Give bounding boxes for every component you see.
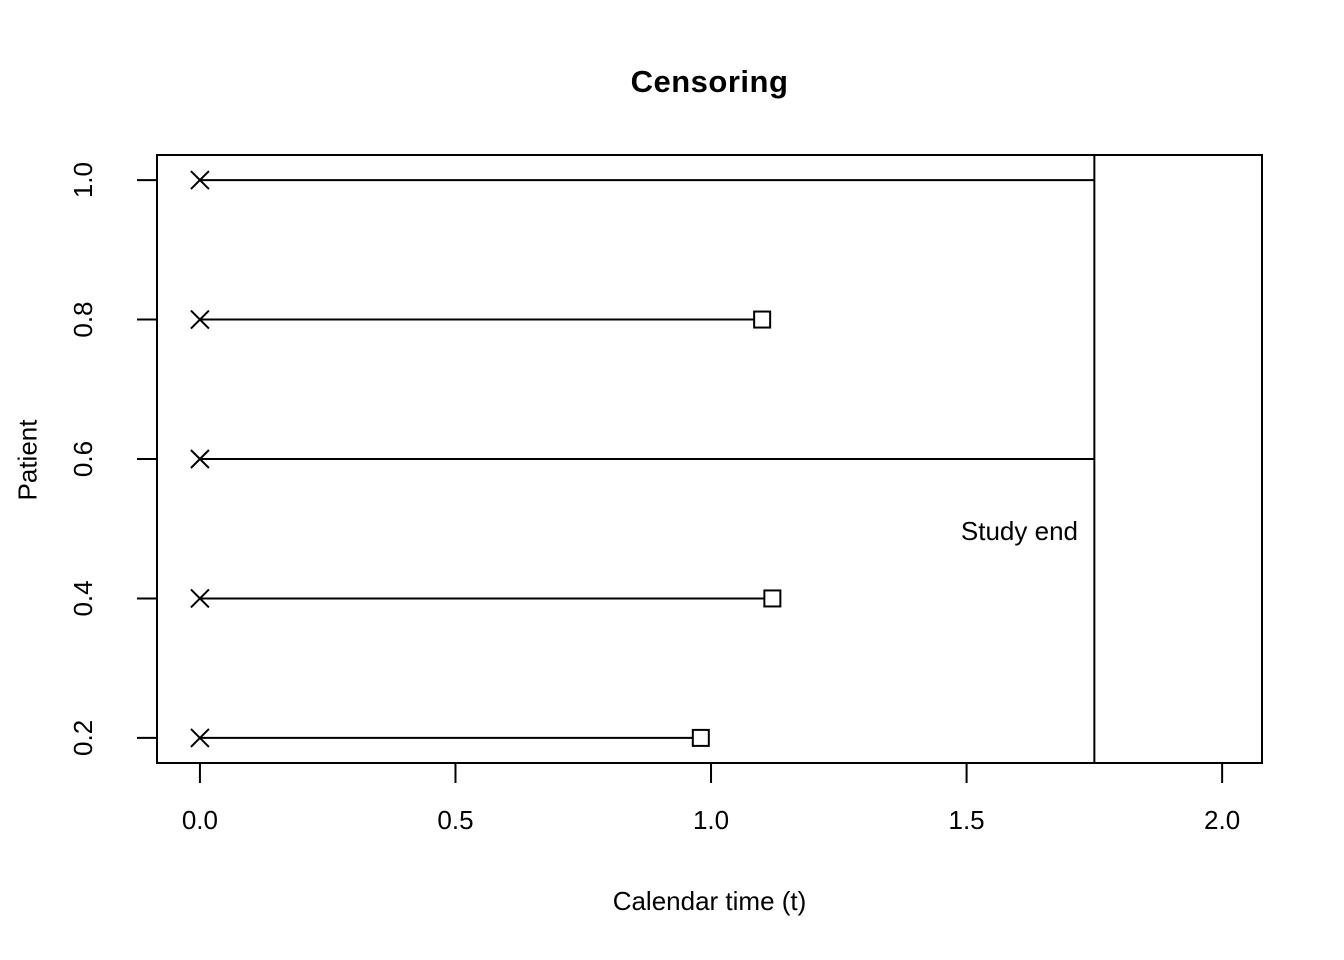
x-tick-label: 0.5 <box>437 805 473 835</box>
y-tick-label: 0.6 <box>68 441 98 477</box>
censor-square-marker <box>763 589 782 608</box>
chart-title: Censoring <box>630 64 789 99</box>
start-cross-marker <box>190 588 210 609</box>
y-tick-label: 1.0 <box>68 162 98 198</box>
start-cross-marker <box>190 449 210 469</box>
start-cross-marker <box>190 170 210 190</box>
y-tick-label: 0.2 <box>68 720 98 756</box>
x-tick-label: 0.0 <box>182 805 218 835</box>
censor-square-marker <box>753 310 772 329</box>
plot-frame <box>156 154 1263 764</box>
start-cross-marker <box>190 309 210 330</box>
x-tick-label: 1.0 <box>693 805 729 835</box>
x-tick-label: 2.0 <box>1204 805 1240 835</box>
x-axis-label: Calendar time (t) <box>612 886 807 916</box>
censor-square-marker <box>691 728 710 747</box>
y-tick-label: 0.8 <box>68 301 98 337</box>
y-axis-label: Patient <box>12 419 43 501</box>
start-cross-marker <box>190 728 210 748</box>
x-tick-label: 1.5 <box>949 805 985 835</box>
study-end-label: Study end <box>960 516 1078 546</box>
y-tick-label: 0.4 <box>68 580 98 616</box>
